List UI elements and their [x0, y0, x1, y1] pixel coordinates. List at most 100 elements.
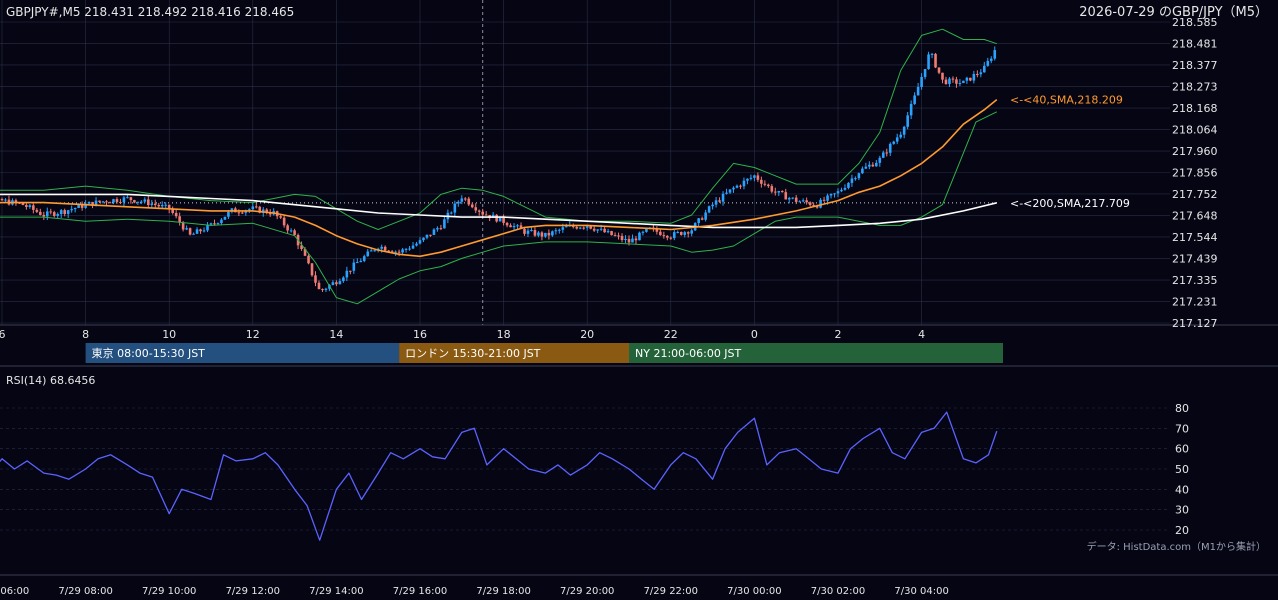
candle-body-234: [774, 191, 777, 193]
candle-body-201: [659, 231, 662, 236]
candle-body-229: [756, 175, 760, 180]
candle-body-149: [477, 210, 481, 212]
candle-body-233: [770, 186, 774, 192]
candle-body-270: [899, 134, 902, 138]
candle-body-24: [42, 214, 46, 217]
session-block-0: [85, 343, 400, 363]
candle-body-54: [147, 199, 150, 205]
candle-body-118: [369, 250, 373, 252]
candle-body-137: [436, 228, 439, 230]
session-label-2: NY 21:00-06:00 JST: [635, 347, 742, 360]
candle-body-95: [289, 230, 293, 232]
candle-body-258: [857, 173, 861, 179]
candle-body-55: [150, 203, 154, 205]
candle-body-209: [686, 232, 690, 234]
candle-body-278: [927, 54, 930, 70]
rsi-x-tick-label-2: 7/29 10:00: [142, 586, 196, 597]
candle-body-166: [537, 232, 540, 236]
candle-body-71: [206, 224, 209, 231]
candle-body-187: [610, 231, 613, 236]
candle-body-58: [160, 204, 164, 207]
candle-body-63: [178, 216, 181, 223]
candle-body-139: [443, 219, 446, 229]
price-y-tick-label-1: 218.481: [1172, 37, 1218, 50]
candle-body-69: [199, 229, 202, 232]
candle-body-121: [380, 246, 383, 249]
candle-body-105: [324, 288, 328, 290]
candle-body-119: [373, 250, 377, 252]
chart-title: 2026-07-29 のGBP/JPY（M5）: [1079, 5, 1268, 20]
candle-body-67: [192, 233, 195, 235]
price-x-tick-label-1: 8: [82, 328, 89, 341]
candle-body-283: [944, 79, 948, 84]
price-y-tick-label-0: 218.585: [1172, 16, 1218, 29]
price-x-tick-label-5: 16: [413, 328, 427, 341]
candle-body-43: [108, 202, 112, 204]
candle-body-264: [878, 157, 882, 163]
candle-body-107: [331, 282, 335, 285]
bollinger-lower-line: [0, 111, 998, 305]
price-y-tick-label-5: 218.064: [1172, 124, 1218, 137]
sma200-line: [0, 193, 997, 229]
candle-body-172: [558, 229, 561, 231]
candle-body-293: [979, 72, 983, 75]
candle-body-163: [526, 230, 530, 234]
candle-body-195: [638, 232, 641, 241]
candle-body-167: [540, 232, 544, 237]
price-y-tick-label-2: 218.377: [1172, 59, 1218, 72]
candle-body-207: [679, 231, 683, 235]
candle-body-282: [941, 72, 944, 80]
candle-body-164: [530, 230, 533, 232]
candle-body-205: [672, 232, 676, 239]
candle-body-274: [913, 95, 916, 104]
candle-body-132: [418, 240, 422, 244]
candle-body-151: [484, 214, 488, 216]
candle-body-133: [422, 237, 425, 241]
candle-body-237: [784, 192, 788, 200]
candle-body-213: [700, 218, 704, 220]
candle-body-170: [551, 231, 554, 236]
candle-body-262: [871, 164, 875, 167]
candle-body-220: [725, 192, 728, 194]
price-series: [0, 46, 997, 293]
bollinger-upper-line: [0, 28, 997, 230]
candle-body-257: [854, 178, 857, 180]
candle-body-168: [544, 232, 547, 237]
candle-body-117: [366, 251, 370, 257]
candle-body-189: [617, 235, 620, 237]
candle-body-21: [32, 205, 35, 210]
candle-body-161: [519, 225, 523, 229]
candle-body-59: [164, 204, 168, 206]
candle-body-178: [578, 227, 582, 229]
price-x-tick-label-6: 18: [497, 328, 511, 341]
candle-body-183: [596, 229, 599, 231]
candle-body-131: [415, 243, 418, 246]
candle-body-296: [989, 58, 993, 61]
candle-body-203: [666, 235, 669, 238]
candle-body-231: [763, 183, 767, 185]
session-label-0: 東京 08:00-15:30 JST: [92, 346, 206, 360]
candle-body-32: [70, 209, 73, 211]
candle-body-60: [167, 204, 171, 210]
candle-body-290: [969, 77, 972, 81]
session-block-1: [399, 343, 629, 363]
rsi-y-tick-label-1: 70: [1175, 422, 1189, 435]
candle-body-80: [237, 212, 241, 214]
candle-body-179: [582, 227, 586, 229]
rsi-x-tick-label-10: 7/30 02:00: [811, 586, 865, 597]
candle-body-87: [261, 209, 265, 213]
candle-body-99: [303, 249, 307, 256]
candle-body-216: [711, 204, 714, 207]
candle-body-101: [310, 263, 314, 276]
candle-body-22: [35, 209, 39, 212]
candle-body-268: [892, 141, 896, 144]
price-x-axis: 6 8 10 12 14 16 18 20 22 0 2 4: [0, 328, 925, 341]
candle-body-38: [91, 201, 94, 206]
candle-body-100: [307, 255, 310, 264]
candle-body-83: [248, 209, 251, 211]
candle-body-210: [690, 230, 693, 234]
candle-body-254: [843, 187, 847, 190]
sma40-line: [0, 98, 998, 258]
candle-body-221: [728, 189, 732, 193]
candle-body-108: [335, 282, 338, 285]
